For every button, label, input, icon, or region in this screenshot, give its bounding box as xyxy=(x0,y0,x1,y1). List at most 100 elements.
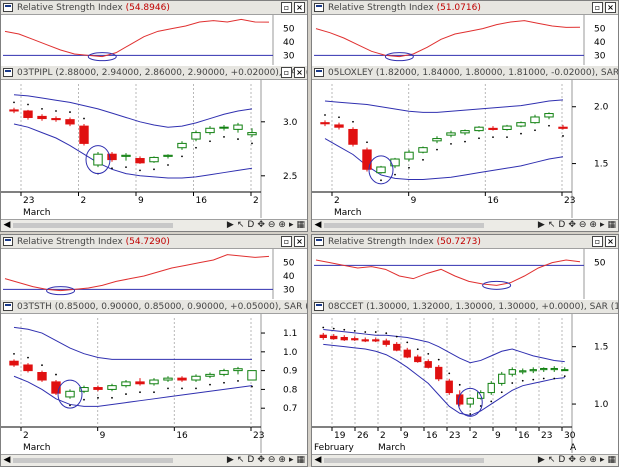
pan-icon[interactable]: ✥ xyxy=(257,455,265,465)
horizontal-scrollbar[interactable]: ◀ ▶ ↖ D ✥ ⊖ ⊕ ▸ ▦ xyxy=(312,219,618,231)
cursor-icon[interactable]: ↖ xyxy=(236,220,245,230)
zoom-in-icon[interactable]: ⊕ xyxy=(589,455,597,465)
step-icon[interactable]: ▸ xyxy=(599,220,605,230)
price-titlebar[interactable]: 03TSTH (0.85000, 0.90000, 0.85000, 0.900… xyxy=(1,300,307,314)
window-icon xyxy=(3,237,13,246)
scroll-left-icon[interactable]: ◀ xyxy=(314,455,322,465)
scroll-track[interactable] xyxy=(324,223,484,228)
candle-body xyxy=(540,367,548,371)
zoom-out-icon[interactable]: ⊖ xyxy=(267,455,276,465)
bollinger-lower xyxy=(323,343,565,417)
rsi-label: Relative Strength Index xyxy=(328,3,434,13)
candle-body xyxy=(51,118,61,121)
close-button[interactable]: × xyxy=(294,2,305,13)
window-icon xyxy=(314,302,324,311)
x-month-label: February xyxy=(314,443,355,453)
scroll-left-icon[interactable]: ◀ xyxy=(3,220,11,230)
grid-icon[interactable]: ▦ xyxy=(296,455,305,465)
cursor-icon[interactable]: ↖ xyxy=(547,220,556,230)
step-icon[interactable]: ▸ xyxy=(599,455,605,465)
candle-body xyxy=(51,381,61,394)
scroll-right-icon[interactable]: ▶ xyxy=(226,455,234,465)
draw-icon[interactable]: D xyxy=(558,455,566,465)
price-titlebar[interactable]: 05LOXLEY (1.82000, 1.84000, 1.80000, 1.8… xyxy=(312,66,618,80)
sar-dot xyxy=(41,364,43,367)
zoom-out-icon[interactable]: ⊖ xyxy=(267,220,276,230)
rsi-titlebar[interactable]: Relative Strength Index (54.7290) ▫ × xyxy=(1,235,307,249)
restore-button[interactable]: ▫ xyxy=(592,2,603,13)
close-button[interactable]: × xyxy=(605,236,616,247)
grid-icon[interactable]: ▦ xyxy=(296,220,305,230)
scroll-track[interactable] xyxy=(13,458,173,463)
candle-body xyxy=(233,368,243,372)
grid-icon[interactable]: ▦ xyxy=(607,220,616,230)
close-button[interactable]: × xyxy=(605,2,616,13)
scroll-left-icon[interactable]: ◀ xyxy=(3,455,11,465)
candle-body xyxy=(530,116,540,124)
horizontal-scrollbar[interactable]: ◀ ▶ ↖ D ✥ ⊖ ⊕ ▸ ▦ xyxy=(312,454,618,466)
restore-button[interactable]: ▫ xyxy=(281,236,292,247)
pan-icon[interactable]: ✥ xyxy=(257,220,265,230)
x-month-label: March xyxy=(378,443,405,453)
close-button[interactable]: × xyxy=(294,236,305,247)
cursor-icon[interactable]: ↖ xyxy=(236,455,245,465)
candle-body xyxy=(558,126,568,129)
zoom-in-icon[interactable]: ⊕ xyxy=(278,220,286,230)
scroll-track[interactable] xyxy=(13,223,173,228)
sar-dot xyxy=(195,146,197,149)
draw-icon[interactable]: D xyxy=(558,220,566,230)
candle-body xyxy=(163,377,173,381)
grid-icon[interactable]: ▦ xyxy=(607,455,616,465)
sar-dot xyxy=(125,166,127,169)
zoom-in-icon[interactable]: ⊕ xyxy=(589,220,597,230)
restore-button[interactable]: ▫ xyxy=(281,67,292,78)
horizontal-scrollbar[interactable]: ◀ ▶ ↖ D ✥ ⊖ ⊕ ▸ ▦ xyxy=(1,454,307,466)
cursor-icon[interactable]: ↖ xyxy=(547,455,556,465)
reversal-highlight xyxy=(457,387,483,417)
draw-icon[interactable]: D xyxy=(247,220,255,230)
candle-body xyxy=(508,369,516,375)
sar-dot xyxy=(195,387,197,390)
step-icon[interactable]: ▸ xyxy=(288,220,294,230)
x-tick-label: 23 xyxy=(541,431,552,441)
candle-body xyxy=(351,338,359,341)
price-label: 05LOXLEY (1.82000, 1.84000, 1.80000, 1.8… xyxy=(328,68,618,78)
sar-dot xyxy=(223,136,225,138)
candle-body xyxy=(149,379,159,385)
zoom-out-icon[interactable]: ⊖ xyxy=(578,220,587,230)
candle-body xyxy=(330,335,338,340)
price-titlebar[interactable]: 03TPIPL (2.88000, 2.94000, 2.86000, 2.90… xyxy=(1,66,307,80)
candle-body xyxy=(247,132,257,136)
price-window: 03TSTH (0.85000, 0.90000, 0.85000, 0.900… xyxy=(1,300,307,466)
draw-icon[interactable]: D xyxy=(247,455,255,465)
pan-icon[interactable]: ✥ xyxy=(568,220,576,230)
sar-dot xyxy=(394,173,396,176)
scroll-left-icon[interactable]: ◀ xyxy=(314,220,322,230)
restore-button[interactable]: ▫ xyxy=(281,2,292,13)
window-icon xyxy=(3,302,13,311)
zoom-out-icon[interactable]: ⊖ xyxy=(578,455,587,465)
scroll-track[interactable] xyxy=(324,458,484,463)
x-tick-label: 30 xyxy=(564,431,576,441)
candle-body xyxy=(79,125,89,144)
x-tick-label: 2 xyxy=(253,196,259,206)
price-titlebar[interactable]: 08CCET (1.30000, 1.32000, 1.30000, 1.300… xyxy=(312,300,618,314)
horizontal-scrollbar[interactable]: ◀ ▶ ↖ D ✥ ⊖ ⊕ ▸ ▦ xyxy=(1,219,307,231)
scroll-right-icon[interactable]: ▶ xyxy=(537,220,545,230)
price-window: 05LOXLEY (1.82000, 1.84000, 1.80000, 1.8… xyxy=(312,66,618,231)
zoom-in-icon[interactable]: ⊕ xyxy=(278,455,286,465)
rsi-chart: 50 40 30 xyxy=(3,249,295,299)
candle-body xyxy=(446,132,456,136)
scroll-right-icon[interactable]: ▶ xyxy=(226,220,234,230)
restore-button[interactable]: ▫ xyxy=(592,236,603,247)
rsi-titlebar[interactable]: Relative Strength Index (54.8946) ▫ × xyxy=(1,1,307,15)
scroll-right-icon[interactable]: ▶ xyxy=(537,455,545,465)
candle-body xyxy=(320,122,330,125)
candle-body xyxy=(149,156,159,163)
step-icon[interactable]: ▸ xyxy=(288,455,294,465)
rsi-titlebar[interactable]: Relative Strength Index (51.0716) ▫ × xyxy=(312,1,618,15)
candle-body xyxy=(121,154,131,157)
rsi-titlebar[interactable]: Relative Strength Index (50.7273) ▫ × xyxy=(312,235,618,249)
pan-icon[interactable]: ✥ xyxy=(568,455,576,465)
close-button[interactable]: × xyxy=(294,67,305,78)
